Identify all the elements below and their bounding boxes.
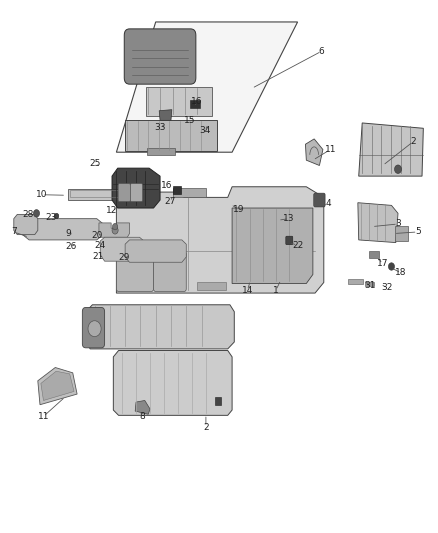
Polygon shape xyxy=(38,368,77,405)
FancyBboxPatch shape xyxy=(147,149,175,155)
Circle shape xyxy=(395,165,402,173)
Circle shape xyxy=(112,227,118,234)
Text: 27: 27 xyxy=(164,197,176,206)
Polygon shape xyxy=(112,168,160,208)
Text: 23: 23 xyxy=(46,213,57,222)
Text: 8: 8 xyxy=(140,412,145,421)
FancyBboxPatch shape xyxy=(190,100,200,108)
Text: 1: 1 xyxy=(273,286,279,295)
FancyBboxPatch shape xyxy=(125,120,217,151)
FancyBboxPatch shape xyxy=(395,225,408,241)
Circle shape xyxy=(88,321,101,337)
Polygon shape xyxy=(159,110,172,120)
Text: 16: 16 xyxy=(191,97,203,106)
Text: 34: 34 xyxy=(199,126,211,135)
FancyBboxPatch shape xyxy=(286,236,293,245)
Polygon shape xyxy=(68,189,125,200)
Polygon shape xyxy=(232,208,313,284)
Text: 15: 15 xyxy=(184,116,195,125)
FancyBboxPatch shape xyxy=(173,188,206,197)
Text: 33: 33 xyxy=(154,123,166,132)
Text: 12: 12 xyxy=(106,206,118,215)
Text: 11: 11 xyxy=(38,412,49,421)
Text: 13: 13 xyxy=(283,214,295,223)
Polygon shape xyxy=(99,223,130,237)
FancyBboxPatch shape xyxy=(173,185,181,194)
Polygon shape xyxy=(305,139,323,165)
FancyBboxPatch shape xyxy=(369,251,379,258)
Polygon shape xyxy=(135,400,150,414)
Polygon shape xyxy=(22,219,103,240)
Text: 9: 9 xyxy=(66,229,71,238)
Polygon shape xyxy=(113,351,232,415)
Circle shape xyxy=(54,213,59,219)
FancyBboxPatch shape xyxy=(82,308,105,348)
Text: 28: 28 xyxy=(22,210,33,219)
FancyBboxPatch shape xyxy=(131,183,143,201)
FancyBboxPatch shape xyxy=(153,252,186,292)
Text: 17: 17 xyxy=(377,260,389,268)
Text: 32: 32 xyxy=(381,283,393,292)
Polygon shape xyxy=(100,237,144,261)
Circle shape xyxy=(113,223,118,230)
Text: 19: 19 xyxy=(233,205,244,214)
Text: 25: 25 xyxy=(89,159,100,168)
Text: 2: 2 xyxy=(203,423,209,432)
Text: 22: 22 xyxy=(292,241,303,250)
Polygon shape xyxy=(358,203,398,243)
Polygon shape xyxy=(86,305,234,349)
FancyBboxPatch shape xyxy=(365,282,374,286)
Text: 29: 29 xyxy=(118,253,130,262)
FancyBboxPatch shape xyxy=(197,282,226,290)
FancyBboxPatch shape xyxy=(215,397,221,405)
Polygon shape xyxy=(359,123,424,176)
Polygon shape xyxy=(41,371,74,400)
Text: 18: 18 xyxy=(396,269,407,277)
FancyBboxPatch shape xyxy=(124,29,196,84)
FancyBboxPatch shape xyxy=(348,279,363,284)
Text: 14: 14 xyxy=(242,286,253,295)
Text: 21: 21 xyxy=(92,253,103,261)
Text: 16: 16 xyxy=(161,181,173,190)
Text: 2: 2 xyxy=(410,137,416,146)
Text: 7: 7 xyxy=(11,228,17,237)
Text: 24: 24 xyxy=(95,241,106,250)
Polygon shape xyxy=(117,22,297,152)
Text: 31: 31 xyxy=(364,280,375,289)
FancyBboxPatch shape xyxy=(146,87,212,116)
Text: 6: 6 xyxy=(319,47,325,55)
Text: 26: 26 xyxy=(65,242,76,251)
Text: 4: 4 xyxy=(325,199,331,208)
Polygon shape xyxy=(117,187,324,293)
Text: 10: 10 xyxy=(36,190,48,199)
Circle shape xyxy=(33,209,39,217)
Text: 5: 5 xyxy=(415,228,420,237)
Polygon shape xyxy=(14,214,38,235)
Text: 3: 3 xyxy=(395,220,401,229)
Polygon shape xyxy=(125,240,186,262)
Circle shape xyxy=(389,263,395,270)
FancyBboxPatch shape xyxy=(118,183,131,201)
Text: 11: 11 xyxy=(325,145,336,154)
FancyBboxPatch shape xyxy=(117,252,153,292)
Text: 20: 20 xyxy=(91,231,102,240)
FancyBboxPatch shape xyxy=(314,193,325,207)
